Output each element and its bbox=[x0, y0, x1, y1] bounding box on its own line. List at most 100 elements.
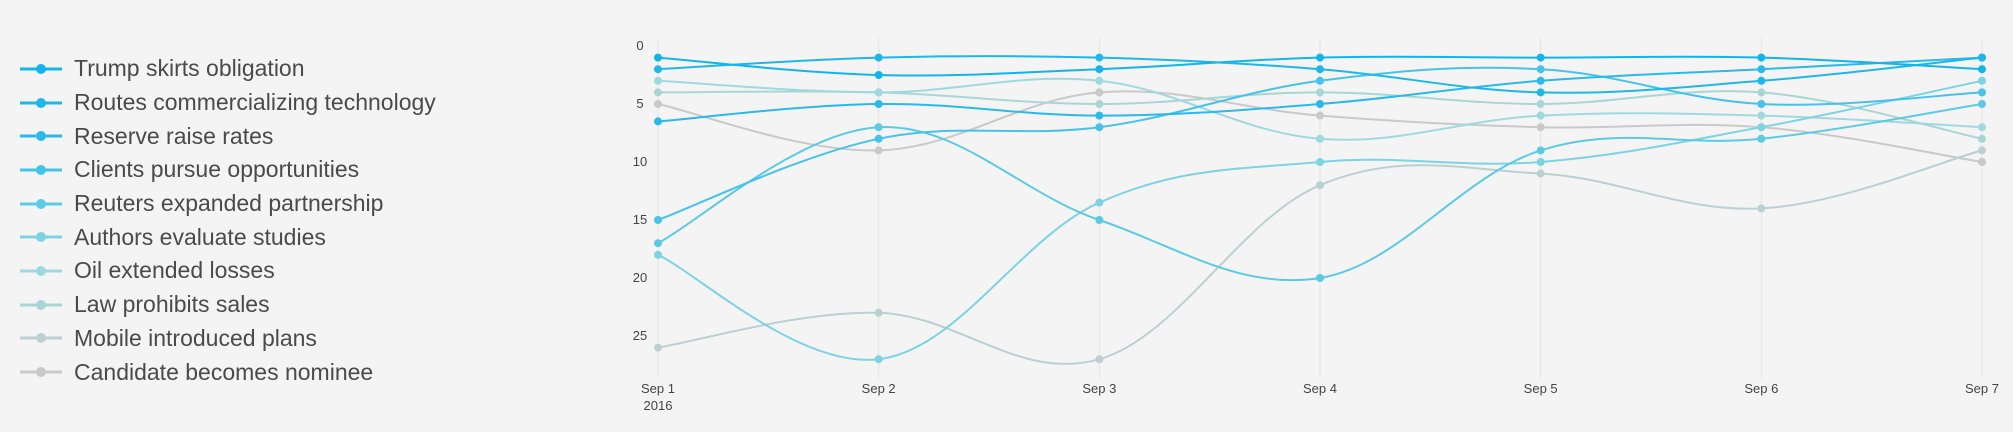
data-point bbox=[1978, 53, 1986, 62]
data-point bbox=[874, 123, 883, 132]
legend-label: Candidate becomes nominee bbox=[74, 358, 374, 385]
data-point bbox=[1536, 146, 1545, 155]
legend-item[interactable]: Law prohibits sales bbox=[18, 288, 598, 322]
data-point bbox=[1757, 76, 1766, 85]
legend-label: Reserve raise rates bbox=[74, 122, 274, 149]
data-point bbox=[1095, 216, 1104, 224]
x-tick-label: Sep 3 bbox=[1082, 381, 1116, 396]
legend: Trump skirts obligation Routes commercial… bbox=[18, 52, 598, 389]
data-point bbox=[1316, 111, 1324, 120]
data-point bbox=[874, 53, 883, 62]
data-point bbox=[1316, 134, 1324, 143]
data-point bbox=[1757, 65, 1766, 74]
legend-swatch-marker bbox=[36, 164, 46, 175]
series-9 bbox=[654, 146, 1986, 365]
x-tick-label: Sep 5 bbox=[1524, 381, 1558, 396]
series-5 bbox=[654, 100, 1986, 282]
legend-item[interactable]: Candidate becomes nominee bbox=[18, 355, 598, 389]
data-point bbox=[654, 117, 662, 126]
data-point bbox=[1757, 88, 1766, 97]
data-point bbox=[874, 355, 883, 364]
data-point bbox=[654, 216, 662, 224]
legend-swatch-marker bbox=[36, 97, 46, 108]
x-tick-label: Sep 7 bbox=[1965, 381, 1999, 396]
legend-swatch bbox=[20, 63, 62, 74]
data-point bbox=[1316, 274, 1324, 282]
data-point bbox=[1316, 181, 1324, 190]
legend-item[interactable]: Oil extended losses bbox=[18, 254, 598, 288]
legend-swatch bbox=[20, 299, 62, 310]
series-6 bbox=[654, 76, 1986, 364]
data-point bbox=[874, 100, 883, 108]
legend-label: Reuters expanded partnership bbox=[74, 190, 384, 217]
data-point bbox=[1978, 100, 1986, 108]
y-tick-label: 20 bbox=[633, 270, 647, 285]
legend-swatch bbox=[20, 198, 62, 209]
data-point bbox=[1536, 100, 1545, 108]
y-tick-label: 10 bbox=[633, 154, 647, 169]
legend-swatch bbox=[20, 131, 62, 142]
legend-swatch-marker bbox=[36, 265, 46, 276]
legend-item[interactable]: Mobile introduced plans bbox=[18, 322, 598, 356]
data-point bbox=[1757, 123, 1766, 132]
series-7 bbox=[654, 76, 1986, 143]
data-point bbox=[1095, 100, 1104, 108]
legend-swatch bbox=[20, 265, 62, 276]
legend-label: Routes commercializing technology bbox=[74, 89, 436, 116]
legend-swatch-marker bbox=[36, 63, 46, 74]
data-point bbox=[1978, 134, 1986, 143]
legend-swatch bbox=[20, 333, 62, 344]
legend-label: Clients pursue opportunities bbox=[74, 156, 360, 183]
legend-swatch bbox=[20, 97, 62, 108]
y-axis: 0 5 10 15 20 25 bbox=[633, 38, 647, 343]
legend-item[interactable]: Authors evaluate studies bbox=[18, 220, 598, 254]
data-point bbox=[874, 308, 883, 317]
legend-item[interactable]: Reserve raise rates bbox=[18, 119, 598, 153]
legend-item[interactable]: Routes commercializing technology bbox=[18, 86, 598, 120]
legend-swatch-marker bbox=[36, 131, 46, 142]
legend-item[interactable]: Clients pursue opportunities bbox=[18, 153, 598, 187]
data-point bbox=[1757, 134, 1766, 143]
legend-swatch bbox=[20, 164, 62, 175]
data-point bbox=[654, 76, 662, 85]
data-point bbox=[654, 65, 662, 74]
data-point bbox=[1978, 76, 1986, 85]
data-point bbox=[1536, 88, 1545, 97]
data-point bbox=[1095, 88, 1104, 97]
data-point bbox=[1316, 88, 1324, 97]
data-point bbox=[654, 343, 662, 352]
x-tick-label: Sep 4 bbox=[1303, 381, 1337, 396]
legend-swatch-marker bbox=[36, 198, 46, 209]
data-point bbox=[1316, 76, 1324, 85]
data-point bbox=[1536, 123, 1545, 132]
series-1 bbox=[654, 53, 1986, 79]
data-point bbox=[654, 100, 662, 108]
data-point bbox=[654, 239, 662, 248]
data-point bbox=[1536, 111, 1545, 120]
legend-swatch-marker bbox=[36, 333, 46, 344]
data-point bbox=[1095, 111, 1104, 120]
data-point bbox=[1757, 53, 1766, 62]
data-point bbox=[1316, 158, 1324, 166]
legend-item[interactable]: Trump skirts obligation bbox=[18, 52, 598, 86]
data-point bbox=[1536, 76, 1545, 85]
data-point bbox=[1757, 100, 1766, 108]
legend-label: Law prohibits sales bbox=[74, 291, 270, 318]
data-point bbox=[1316, 53, 1324, 62]
y-tick-label: 5 bbox=[636, 96, 643, 111]
legend-swatch bbox=[20, 232, 62, 243]
data-point bbox=[1095, 53, 1104, 62]
x-axis: Sep 1 Sep 2 Sep 3 Sep 4 Sep 5 Sep 6 Sep 7 2016 bbox=[641, 381, 1999, 413]
data-point bbox=[1978, 123, 1986, 132]
legend-item[interactable]: Reuters expanded partnership bbox=[18, 187, 598, 221]
x-tick-label: Sep 1 bbox=[641, 381, 675, 396]
data-point bbox=[1536, 53, 1545, 62]
data-point bbox=[874, 146, 883, 155]
legend-swatch-marker bbox=[36, 232, 46, 243]
legend-label: Authors evaluate studies bbox=[74, 223, 326, 250]
data-point bbox=[1757, 111, 1766, 120]
data-point bbox=[1757, 204, 1766, 213]
data-point bbox=[1536, 65, 1545, 74]
legend-label: Trump skirts obligation bbox=[74, 55, 305, 82]
